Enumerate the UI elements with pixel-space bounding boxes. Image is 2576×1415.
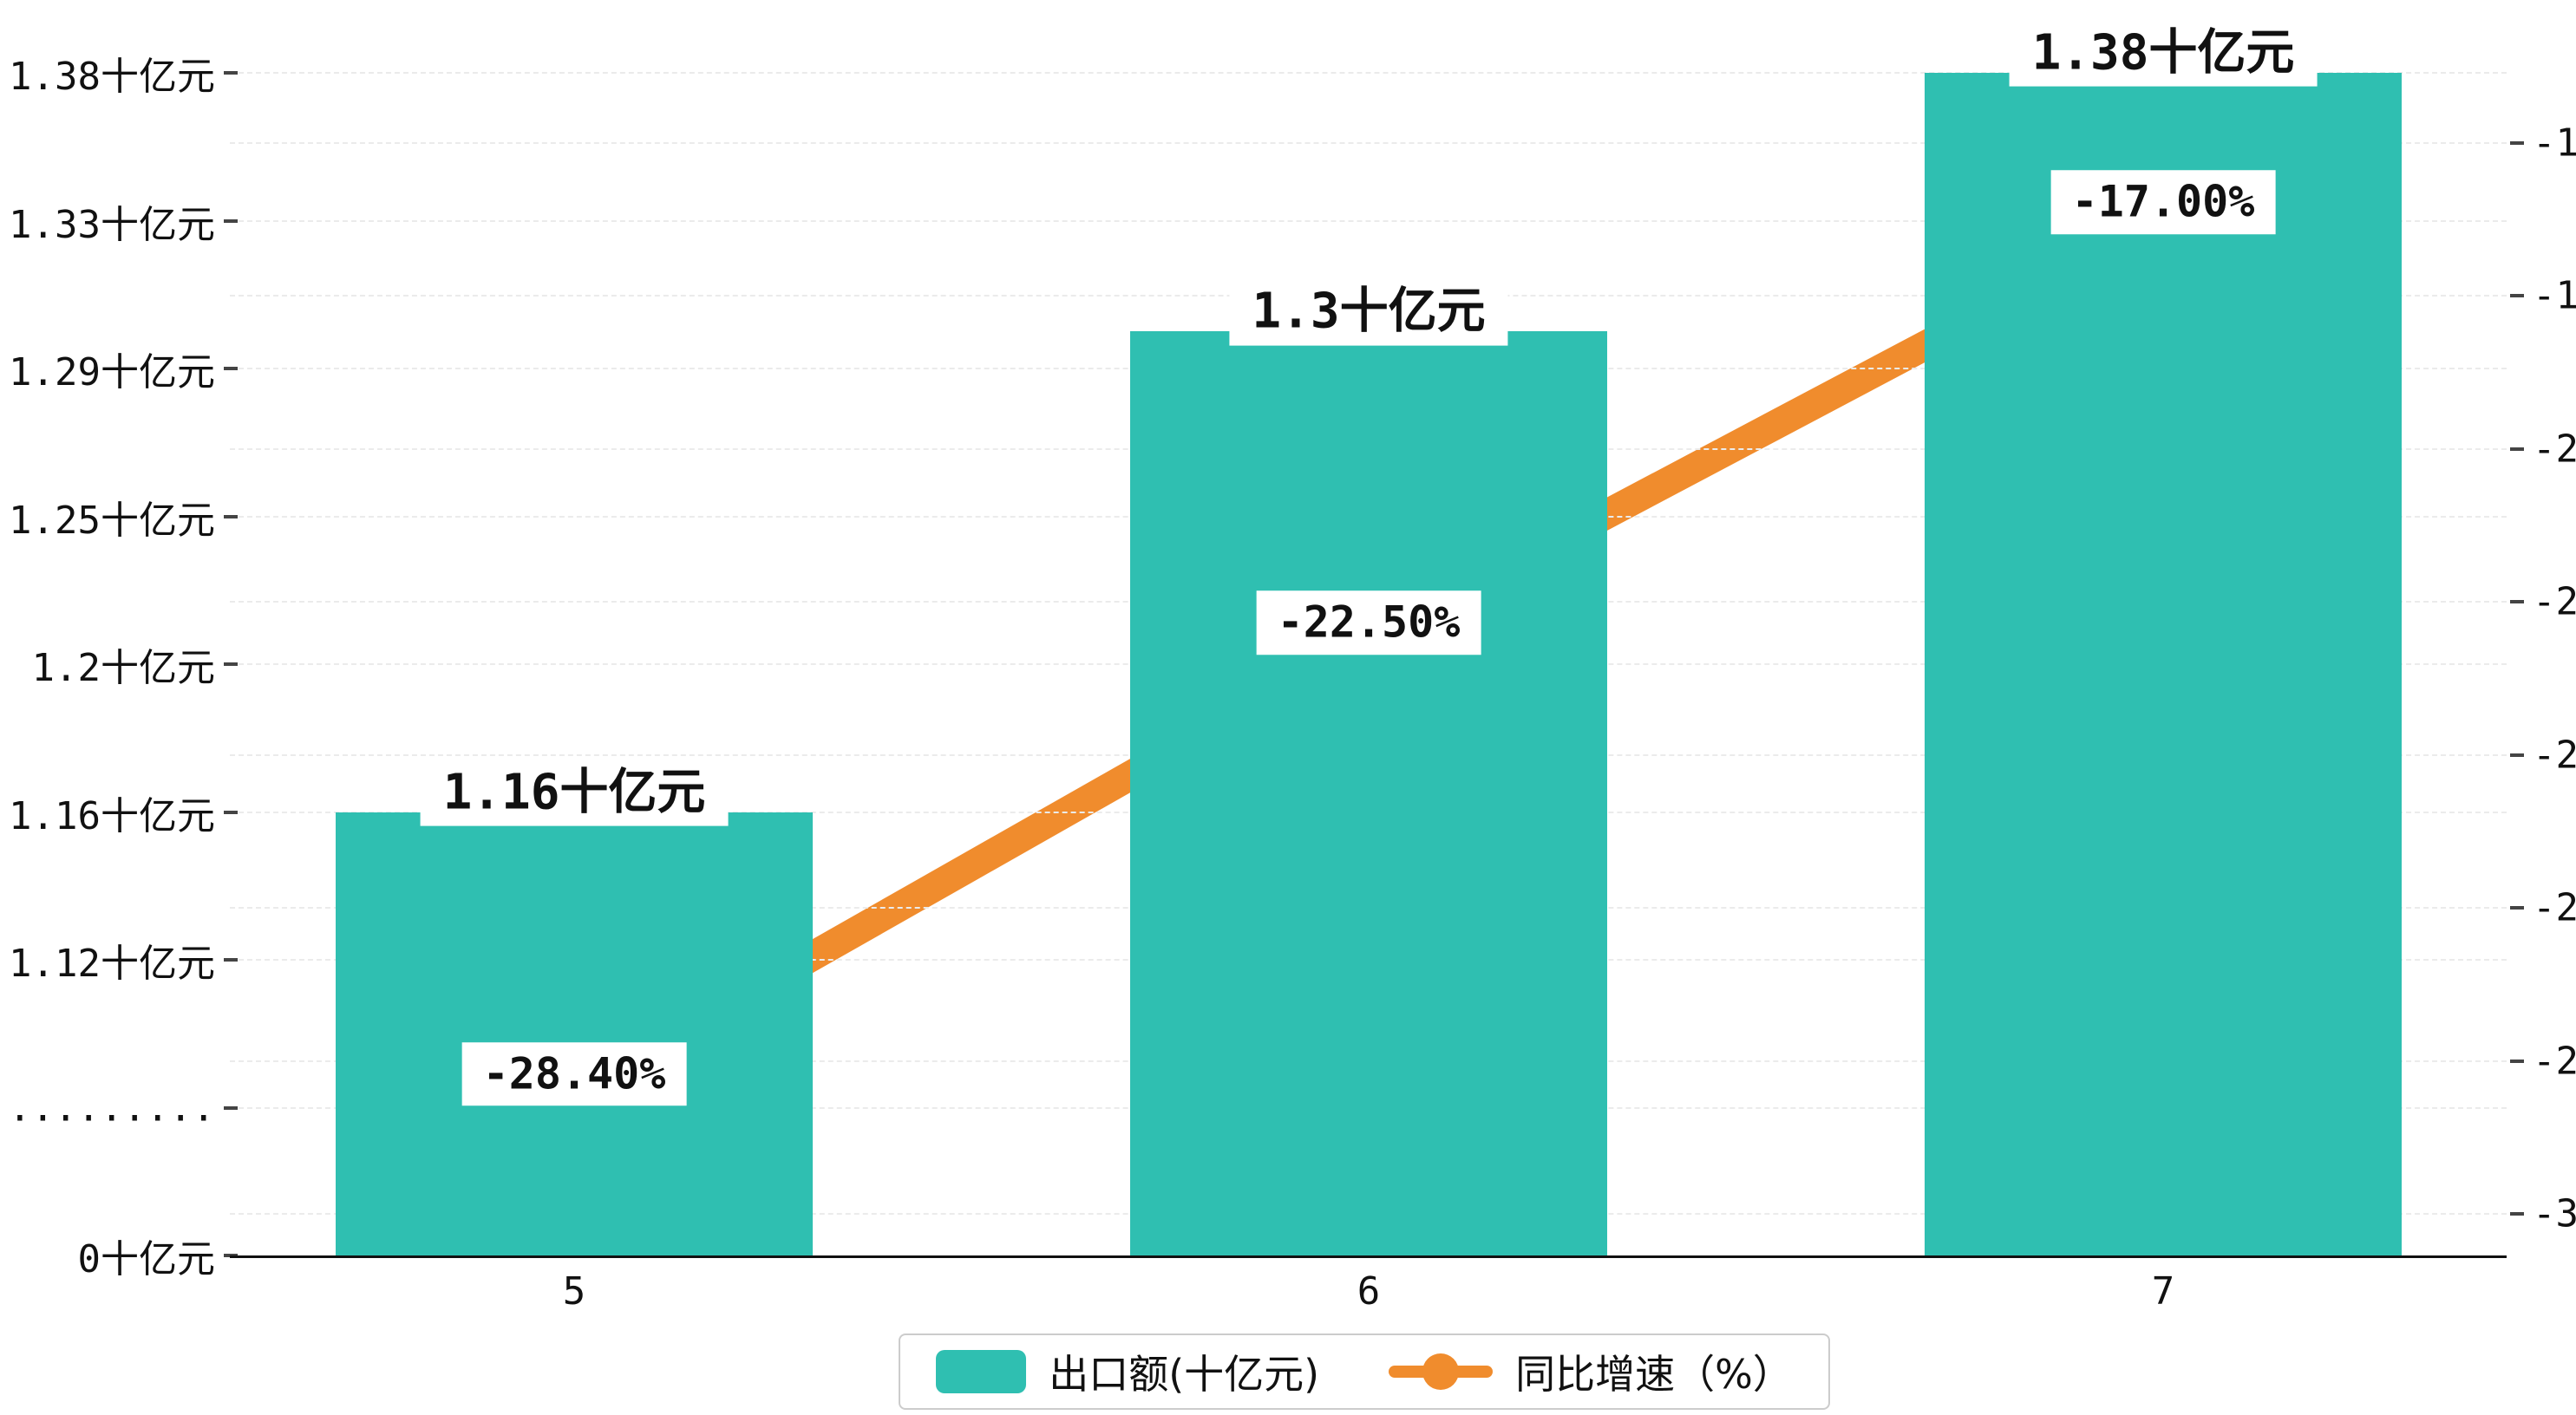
line-value-label-5: -28.40%	[461, 1042, 687, 1106]
y-axis-left-tick-7	[224, 1105, 238, 1110]
y-axis-right-tick-4	[2510, 753, 2524, 757]
y-axis-right-label-5: -26	[2533, 885, 2576, 930]
bar-month-6[interactable]	[1130, 331, 1607, 1255]
x-axis-line	[230, 1255, 2507, 1258]
y-axis-left-label-1: 1.33十亿元	[9, 202, 215, 247]
bar-value-label-5: 1.16十亿元	[420, 760, 729, 826]
bar-series-swatch-icon	[936, 1350, 1027, 1393]
y-axis-left-tick-3	[224, 514, 238, 518]
y-axis-left-tick-0	[224, 71, 238, 75]
gridline-right-0	[230, 142, 2507, 144]
legend-label-export: 出口额(十亿元)	[1049, 1351, 1320, 1398]
y-axis-right-tick-1	[2510, 294, 2524, 298]
y-axis-left-label-0: 1.38十亿元	[9, 55, 215, 99]
x-axis-label-7: 7	[2151, 1269, 2175, 1314]
y-axis-right-label-3: -22	[2533, 579, 2576, 624]
legend-label-growth: 同比增速（%）	[1515, 1351, 1793, 1398]
line-series-dot-icon	[1422, 1353, 1460, 1390]
y-axis-left-label-2: 1.29十亿元	[9, 350, 215, 395]
y-axis-left-tick-4	[224, 662, 238, 666]
y-axis-right-tick-3	[2510, 600, 2524, 604]
legend-item-growth-line[interactable]: 同比增速（%）	[1389, 1343, 1793, 1400]
y-axis-left-tick-1	[224, 218, 238, 223]
y-axis-right-tick-2	[2510, 447, 2524, 451]
bar-month-7[interactable]	[1925, 73, 2402, 1255]
y-axis-left-tick-5	[224, 810, 238, 814]
line-value-label-7: -17.00%	[2050, 170, 2276, 234]
x-axis-label-6: 6	[1357, 1269, 1381, 1314]
y-axis-right-tick-7	[2510, 1212, 2524, 1216]
y-axis-right-tick-5	[2510, 906, 2524, 910]
y-axis-left-label-6: 1.12十亿元	[9, 942, 215, 986]
y-axis-right-label-6: -28	[2533, 1039, 2576, 1084]
y-axis-right-label-7: -30	[2533, 1191, 2576, 1236]
y-axis-left-label-5: 1.16十亿元	[9, 793, 215, 838]
y-axis-right-label-0: -16	[2533, 121, 2576, 166]
bar-value-label-6: 1.3十亿元	[1229, 278, 1508, 346]
y-axis-left-label-4: 1.2十亿元	[31, 646, 215, 690]
bar-value-label-7: 1.38十亿元	[2009, 20, 2318, 87]
y-axis-left-label-7: .........	[8, 1086, 215, 1130]
y-axis-left-tick-6	[224, 958, 238, 962]
y-axis-left-label-8: 0十亿元	[77, 1237, 216, 1281]
y-axis-right-tick-0	[2510, 141, 2524, 145]
y-axis-left-tick-2	[224, 367, 238, 370]
gridline-left-0	[230, 72, 2507, 74]
line-value-label-6: -22.50%	[1256, 590, 1481, 655]
line-series-swatch-icon	[1389, 1353, 1494, 1390]
gridline-left-1	[230, 219, 2507, 222]
bar-month-5[interactable]	[336, 812, 813, 1255]
legend: 出口额(十亿元) 同比增速（%）	[899, 1333, 1830, 1410]
y-axis-right-label-1: -18	[2533, 273, 2576, 318]
x-axis-label-5: 5	[562, 1269, 586, 1314]
y-axis-right-label-4: -24	[2533, 733, 2576, 778]
y-axis-left-label-3: 1.25十亿元	[9, 498, 215, 543]
y-axis-right-tick-6	[2510, 1059, 2524, 1063]
y-axis-right-label-2: -20	[2533, 427, 2576, 472]
legend-item-export-bar[interactable]: 出口额(十亿元)	[936, 1343, 1319, 1400]
